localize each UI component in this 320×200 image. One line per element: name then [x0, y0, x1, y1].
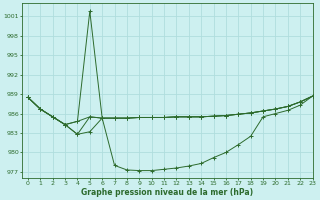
X-axis label: Graphe pression niveau de la mer (hPa): Graphe pression niveau de la mer (hPa) — [81, 188, 253, 197]
